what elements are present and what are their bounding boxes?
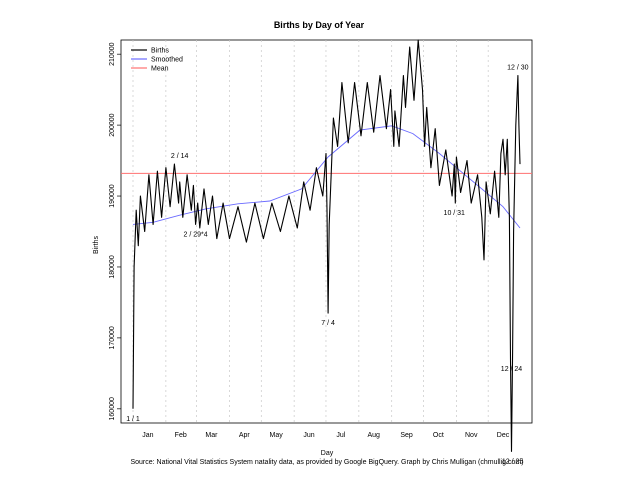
legend-label: Smoothed bbox=[151, 57, 183, 64]
y-tick-label: 190000 bbox=[109, 184, 116, 207]
x-tick-label: Jul bbox=[336, 432, 345, 439]
x-tick-label: Jan bbox=[142, 432, 153, 439]
x-tick-label: Dec bbox=[497, 432, 510, 439]
annotation-label: 7 / 4 bbox=[321, 320, 335, 327]
smoothed-line bbox=[132, 125, 521, 229]
chart-title: Births by Day of Year bbox=[274, 20, 365, 30]
legend-label: Mean bbox=[151, 66, 169, 73]
births-series-group bbox=[132, 39, 521, 452]
plot-frame bbox=[120, 39, 533, 424]
plot-border bbox=[120, 39, 533, 424]
x-tick-label: Sep bbox=[400, 432, 413, 439]
x-tick-label: Feb bbox=[175, 432, 187, 439]
legend-label: Births bbox=[151, 48, 169, 55]
annotation-label: 1 / 1 bbox=[126, 416, 140, 423]
source-caption: Source: National Vital Statistics System… bbox=[130, 459, 523, 466]
births-line bbox=[132, 39, 521, 452]
y-tick-label: 180000 bbox=[109, 255, 116, 278]
y-tick-label: 170000 bbox=[109, 326, 116, 349]
annotation-label: 12 / 25 bbox=[502, 458, 524, 465]
x-axis: Jan Feb Mar Apr May Jun Jul Aug Sep Oct Nov Dec bbox=[142, 432, 510, 439]
x-tick-label: Aug bbox=[367, 432, 380, 439]
legend: Births Smoothed Mean bbox=[131, 48, 183, 73]
y-tick-label: 160000 bbox=[109, 397, 116, 420]
annotations: 1 / 1 2 / 14 2 / 29*4 7 / 4 10 / 31 12 / 24 12… bbox=[126, 64, 528, 465]
x-axis-label: Day bbox=[321, 450, 334, 457]
x-tick-label: Oct bbox=[433, 432, 444, 439]
smoothed-line-group bbox=[132, 125, 521, 229]
x-tick-label: Nov bbox=[465, 432, 478, 439]
y-tick-label: 210000 bbox=[109, 42, 116, 65]
annotation-label: 2 / 14 bbox=[171, 153, 189, 160]
x-tick-label: Jun bbox=[303, 432, 314, 439]
x-tick-label: Apr bbox=[239, 432, 251, 439]
annotation-label: 12 / 30 bbox=[507, 64, 529, 71]
y-axis-label: Births bbox=[93, 236, 100, 254]
month-gridlines bbox=[132, 40, 489, 423]
y-tick-label: 200000 bbox=[109, 113, 116, 136]
annotation-label: 10 / 31 bbox=[444, 210, 466, 217]
x-tick-label: May bbox=[270, 432, 284, 439]
y-axis: 160000 170000 180000 190000 200000 210000 bbox=[109, 42, 121, 420]
x-tick-label: Mar bbox=[205, 432, 218, 439]
annotation-label: 12 / 24 bbox=[501, 366, 523, 373]
annotation-label: 2 / 29*4 bbox=[183, 231, 207, 238]
